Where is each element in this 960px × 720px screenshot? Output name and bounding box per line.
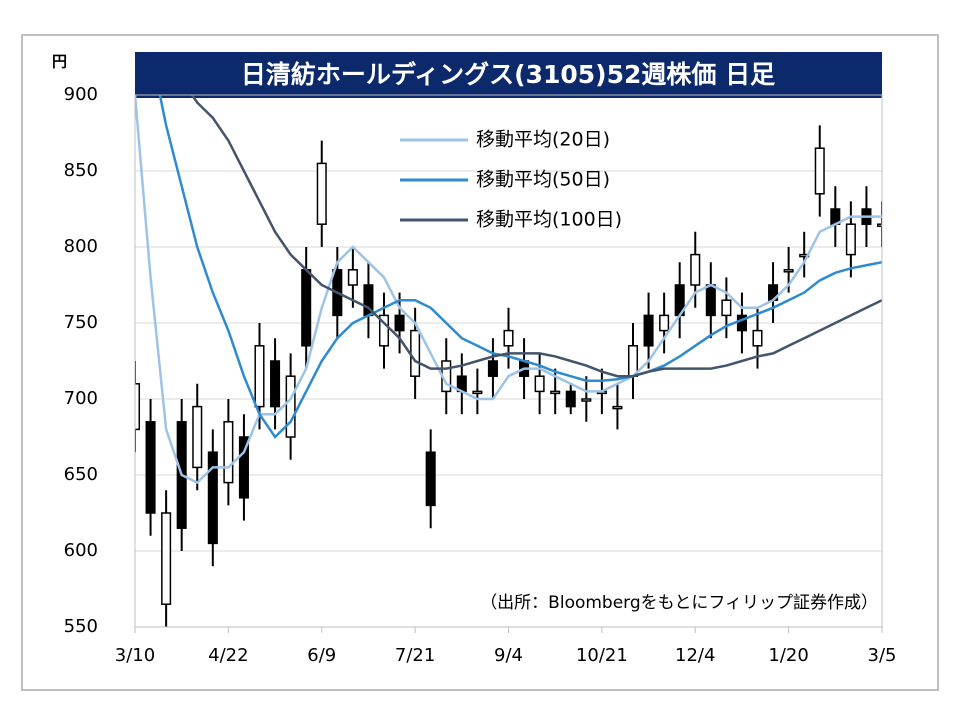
y-tick-label: 650 <box>64 464 98 485</box>
candle-body <box>270 360 281 408</box>
candle-body <box>690 253 701 286</box>
candle-body <box>238 436 249 499</box>
candle-body <box>876 223 882 227</box>
candle-body <box>736 314 747 332</box>
candle-body <box>145 421 156 514</box>
candle-body <box>845 223 856 256</box>
y-unit: 円 <box>52 53 67 71</box>
candle-body <box>752 329 763 347</box>
candle-body <box>581 398 592 402</box>
candle-body <box>472 390 483 395</box>
x-tick-label: 7/21 <box>395 645 435 666</box>
candle-body <box>534 375 545 393</box>
title-banner <box>135 52 882 98</box>
y-tick-label: 600 <box>64 540 98 561</box>
y-tick-label: 850 <box>64 160 98 181</box>
x-tick-label: 6/9 <box>307 645 336 666</box>
moving-average-line <box>190 95 882 378</box>
candle-body <box>285 375 296 438</box>
candle-body <box>316 162 327 225</box>
candle-body <box>207 451 218 545</box>
candle-body <box>254 345 265 408</box>
legend-label: 移動平均(100日) <box>476 209 622 231</box>
candle-body <box>301 269 312 347</box>
candle-body <box>565 390 576 408</box>
y-tick-label: 700 <box>64 388 98 409</box>
candle-body <box>223 421 234 484</box>
x-tick-label: 10/21 <box>576 645 628 666</box>
x-tick-label: 3/10 <box>115 645 155 666</box>
candle-body <box>394 314 405 332</box>
legend-label: 移動平均(20日) <box>476 129 610 151</box>
chart-title: 日清紡ホールディングス(3105)52週株価 日足 <box>241 60 775 89</box>
y-tick-label: 550 <box>64 616 98 637</box>
candle-body <box>659 314 670 332</box>
candle-body <box>192 405 203 469</box>
x-tick-label: 1/20 <box>768 645 808 666</box>
candle-body <box>161 512 172 605</box>
y-tick-label: 750 <box>64 312 98 333</box>
y-tick-label: 900 <box>64 84 98 105</box>
x-tick-label: 3/5 <box>868 645 897 666</box>
candle-body <box>643 314 654 347</box>
candle-body <box>721 299 732 317</box>
candle-body <box>503 329 514 347</box>
candle-body <box>612 405 623 410</box>
candle-body <box>347 269 358 286</box>
candle-body <box>378 314 390 347</box>
y-tick-label: 800 <box>64 236 98 257</box>
candle-body <box>550 390 561 395</box>
candle-body <box>783 269 794 273</box>
candle-body <box>425 451 436 507</box>
candle-body <box>705 284 716 317</box>
candle-body <box>410 329 421 377</box>
x-tick-label: 9/4 <box>494 645 523 666</box>
moving-average-line <box>158 95 882 439</box>
candle-body <box>814 147 825 195</box>
candle-body <box>135 383 141 431</box>
source-note: （出所：Bloombergをもとにフィリップ証券作成） <box>480 593 878 613</box>
candle-body <box>487 360 498 377</box>
x-tick-label: 12/4 <box>675 645 715 666</box>
chart-frame <box>21 34 939 691</box>
legend-label: 移動平均(50日) <box>476 169 610 191</box>
x-tick-label: 4/22 <box>208 645 248 666</box>
